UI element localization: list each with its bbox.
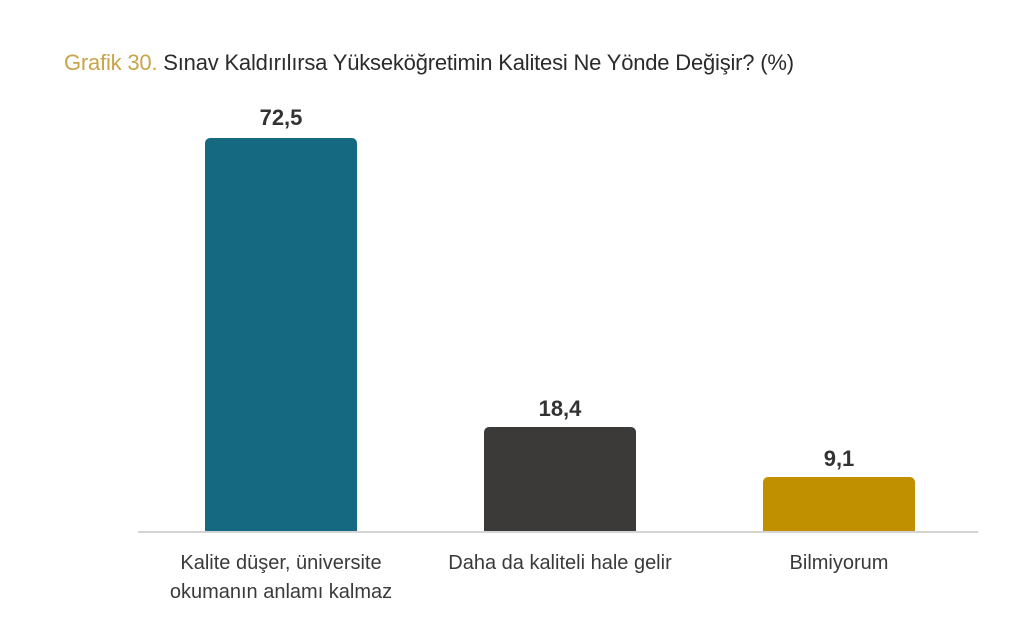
value-label: 18,4 bbox=[538, 396, 582, 421]
category-label: Daha da kaliteli hale gelir bbox=[410, 549, 710, 578]
bar-bilmiyorum bbox=[763, 477, 915, 531]
category-label: Kalite düşer, üniversite okumanın anlamı… bbox=[131, 549, 431, 607]
category-label: Bilmiyorum bbox=[689, 549, 989, 578]
category-label-line: Kalite düşer, üniversite bbox=[180, 552, 382, 574]
category-label-line: okumanın anlamı kalmaz bbox=[169, 581, 393, 603]
x-axis-baseline bbox=[138, 531, 978, 533]
value-label: 72,5 bbox=[259, 105, 303, 130]
bar-daha-kaliteli bbox=[484, 427, 636, 531]
value-label: 9,1 bbox=[823, 446, 855, 471]
category-label-line: Bilmiyorum bbox=[789, 552, 889, 574]
category-label-line: Daha da kaliteli hale gelir bbox=[448, 552, 672, 574]
chart-title: Grafik 30. Sınav Kaldırılırsa Yükseköğre… bbox=[64, 50, 794, 76]
bar-kalite-duser bbox=[205, 138, 357, 531]
chart-title-prefix: Grafik 30. bbox=[64, 50, 158, 75]
chart-title-text: Sınav Kaldırılırsa Yükseköğretimin Kalit… bbox=[157, 50, 794, 75]
